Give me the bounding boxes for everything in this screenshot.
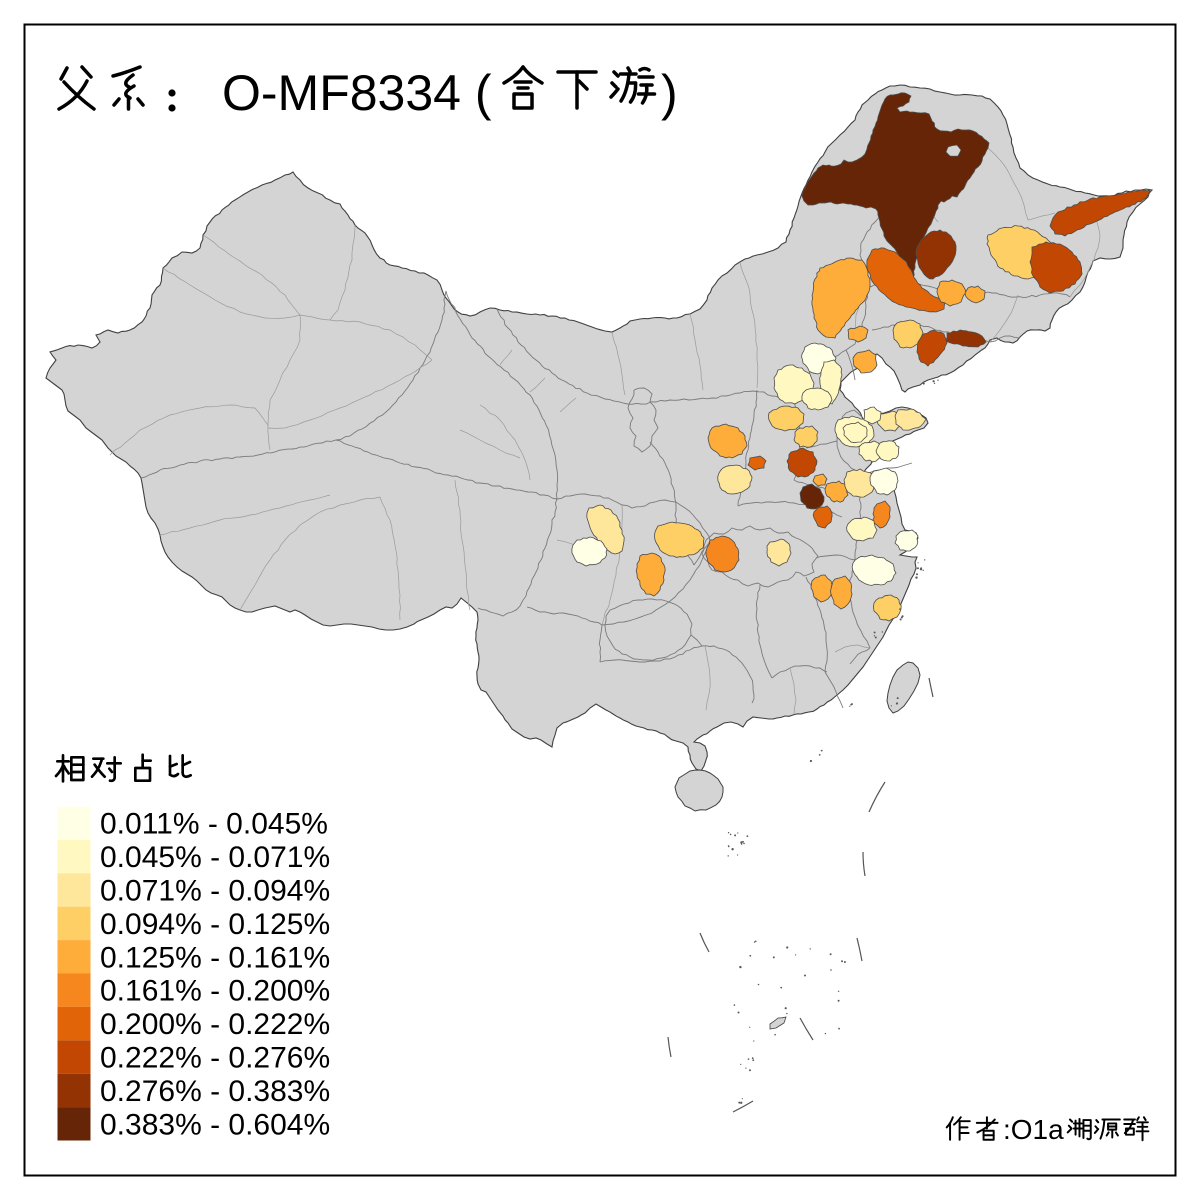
svg-text:0.125% - 0.161%: 0.125% - 0.161% [100, 941, 330, 974]
svg-text:0.200% - 0.222%: 0.200% - 0.222% [100, 1008, 330, 1041]
svg-text:O-MF8334 (: O-MF8334 ( [222, 65, 492, 121]
svg-text:0.011% - 0.045%: 0.011% - 0.045% [100, 808, 328, 841]
svg-text:0.094% - 0.125%: 0.094% - 0.125% [100, 908, 330, 941]
svg-text:0.222% - 0.276%: 0.222% - 0.276% [100, 1042, 330, 1075]
svg-text:0.383% - 0.604%: 0.383% - 0.604% [100, 1108, 330, 1141]
svg-text:0.276% - 0.383%: 0.276% - 0.383% [100, 1075, 330, 1108]
svg-text:0.045% - 0.071%: 0.045% - 0.071% [100, 841, 330, 874]
svg-text:): ) [661, 65, 678, 121]
svg-text::O1a: :O1a [1003, 1114, 1064, 1145]
svg-text:0.161% - 0.200%: 0.161% - 0.200% [100, 975, 330, 1008]
svg-text:0.071% - 0.094%: 0.071% - 0.094% [100, 875, 330, 908]
